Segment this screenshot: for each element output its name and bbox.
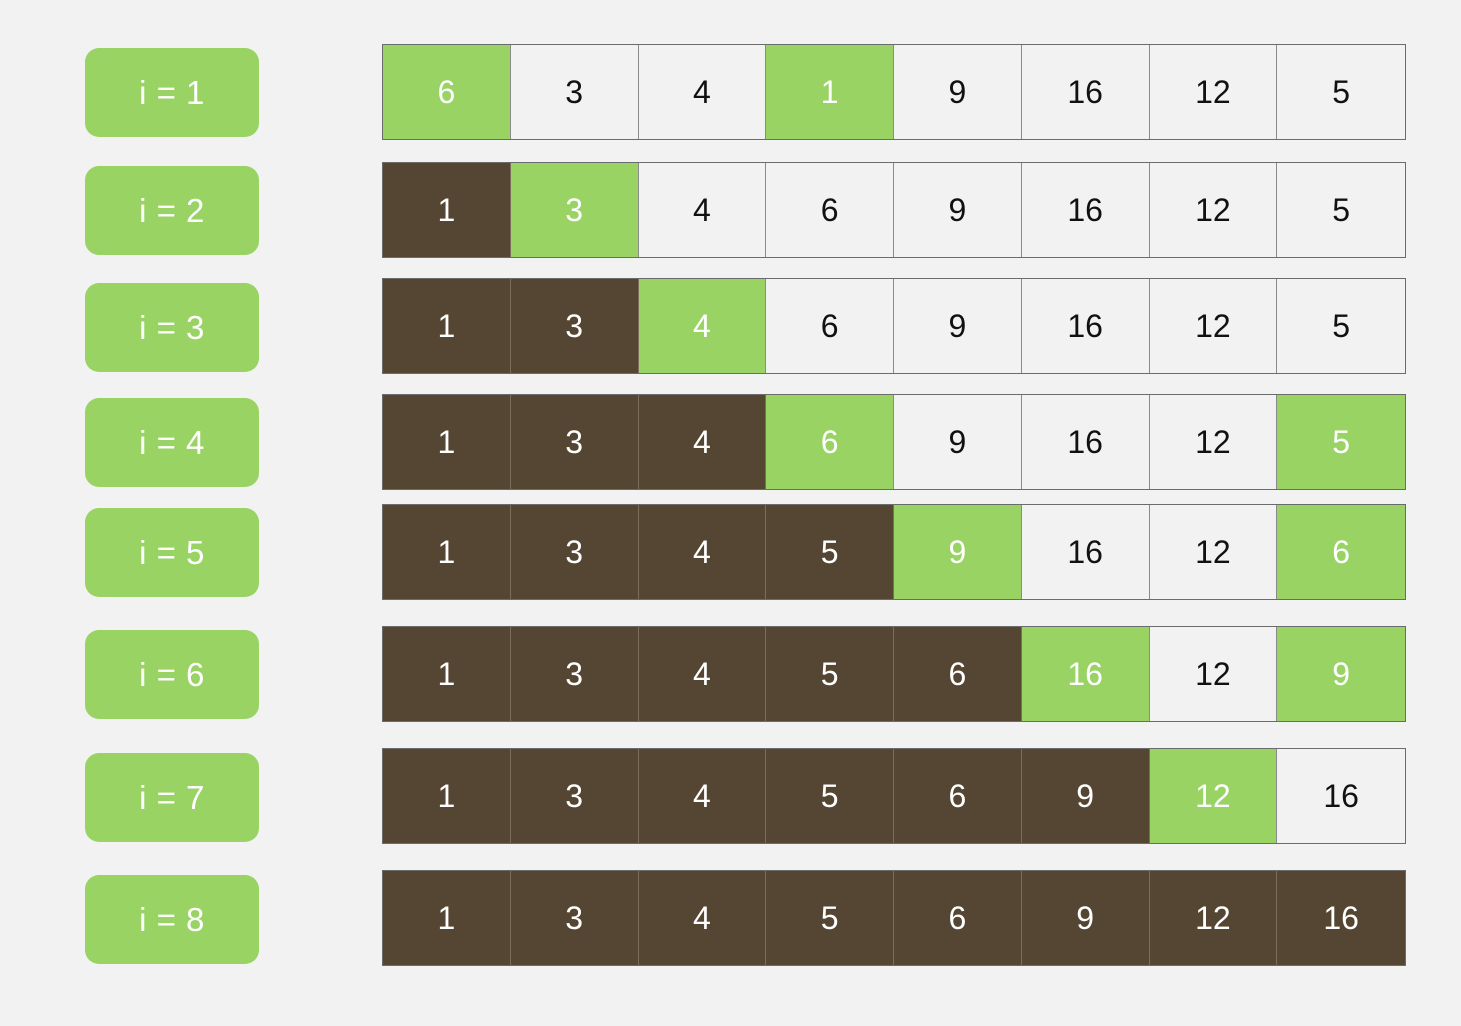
array-cell: 4 <box>638 163 767 257</box>
array-cell: 5 <box>766 749 894 843</box>
array-cell: 12 <box>1149 627 1278 721</box>
array-cell: 16 <box>1021 627 1150 721</box>
array-cell: 5 <box>1277 163 1405 257</box>
step-label: i = 8 <box>85 875 259 964</box>
array-cell: 3 <box>510 505 639 599</box>
array-cell: 6 <box>383 45 511 139</box>
step-label: i = 6 <box>85 630 259 719</box>
array-cell: 16 <box>1277 871 1405 965</box>
array-cell: 1 <box>383 871 511 965</box>
array-cell: 12 <box>1149 505 1278 599</box>
array-cell: 12 <box>1149 45 1278 139</box>
array-cell: 3 <box>510 871 639 965</box>
array-cell: 12 <box>1149 871 1278 965</box>
array-row: 1 3 4 6 9 16 12 5 <box>382 162 1406 258</box>
array-cell: 9 <box>1021 749 1150 843</box>
array-cell: 4 <box>638 749 767 843</box>
array-cell: 6 <box>766 395 894 489</box>
array-cell: 4 <box>638 45 767 139</box>
array-row: 1 3 4 5 6 16 12 9 <box>382 626 1406 722</box>
array-cell: 12 <box>1149 279 1278 373</box>
array-cell: 16 <box>1021 505 1150 599</box>
array-row: 1 3 4 6 9 16 12 5 <box>382 278 1406 374</box>
array-cell: 4 <box>638 395 767 489</box>
array-cell: 5 <box>766 505 894 599</box>
array-cell: 9 <box>894 395 1022 489</box>
array-row: 1 3 4 5 6 9 12 16 <box>382 748 1406 844</box>
array-cell: 6 <box>894 627 1022 721</box>
step-label: i = 7 <box>85 753 259 842</box>
step-label: i = 5 <box>85 508 259 597</box>
array-cell: 12 <box>1149 749 1278 843</box>
array-cell: 12 <box>1149 395 1278 489</box>
array-cell: 16 <box>1277 749 1405 843</box>
array-cell: 4 <box>638 279 767 373</box>
array-row: 6 3 4 1 9 16 12 5 <box>382 44 1406 140</box>
step-label: i = 2 <box>85 166 259 255</box>
array-cell: 1 <box>383 395 511 489</box>
step-label: i = 3 <box>85 283 259 372</box>
array-cell: 9 <box>1021 871 1150 965</box>
array-cell: 3 <box>510 45 639 139</box>
array-cell: 4 <box>638 627 767 721</box>
array-cell: 5 <box>766 871 894 965</box>
array-cell: 6 <box>766 279 894 373</box>
array-cell: 4 <box>638 505 767 599</box>
array-row: 1 3 4 5 6 9 12 16 <box>382 870 1406 966</box>
step-label: i = 1 <box>85 48 259 137</box>
array-cell: 5 <box>1277 45 1405 139</box>
array-cell: 12 <box>1149 163 1278 257</box>
array-cell: 5 <box>766 627 894 721</box>
array-cell: 16 <box>1021 45 1150 139</box>
array-cell: 3 <box>510 749 639 843</box>
array-cell: 9 <box>894 279 1022 373</box>
array-cell: 1 <box>383 279 511 373</box>
array-cell: 9 <box>894 505 1022 599</box>
array-cell: 1 <box>383 505 511 599</box>
array-cell: 6 <box>894 749 1022 843</box>
array-cell: 9 <box>894 45 1022 139</box>
array-cell: 4 <box>638 871 767 965</box>
array-cell: 1 <box>383 163 511 257</box>
step-label: i = 4 <box>85 398 259 487</box>
array-cell: 16 <box>1021 163 1150 257</box>
array-cell: 6 <box>1277 505 1405 599</box>
array-cell: 16 <box>1021 279 1150 373</box>
array-cell: 9 <box>894 163 1022 257</box>
array-row: 1 3 4 5 9 16 12 6 <box>382 504 1406 600</box>
array-cell: 6 <box>894 871 1022 965</box>
array-cell: 1 <box>766 45 894 139</box>
array-cell: 3 <box>510 395 639 489</box>
array-cell: 3 <box>510 279 639 373</box>
array-cell: 3 <box>510 163 639 257</box>
array-cell: 1 <box>383 749 511 843</box>
array-cell: 1 <box>383 627 511 721</box>
array-row: 1 3 4 6 9 16 12 5 <box>382 394 1406 490</box>
array-cell: 5 <box>1277 279 1405 373</box>
array-cell: 16 <box>1021 395 1150 489</box>
array-cell: 9 <box>1277 627 1405 721</box>
array-cell: 3 <box>510 627 639 721</box>
array-cell: 5 <box>1277 395 1405 489</box>
array-cell: 6 <box>766 163 894 257</box>
